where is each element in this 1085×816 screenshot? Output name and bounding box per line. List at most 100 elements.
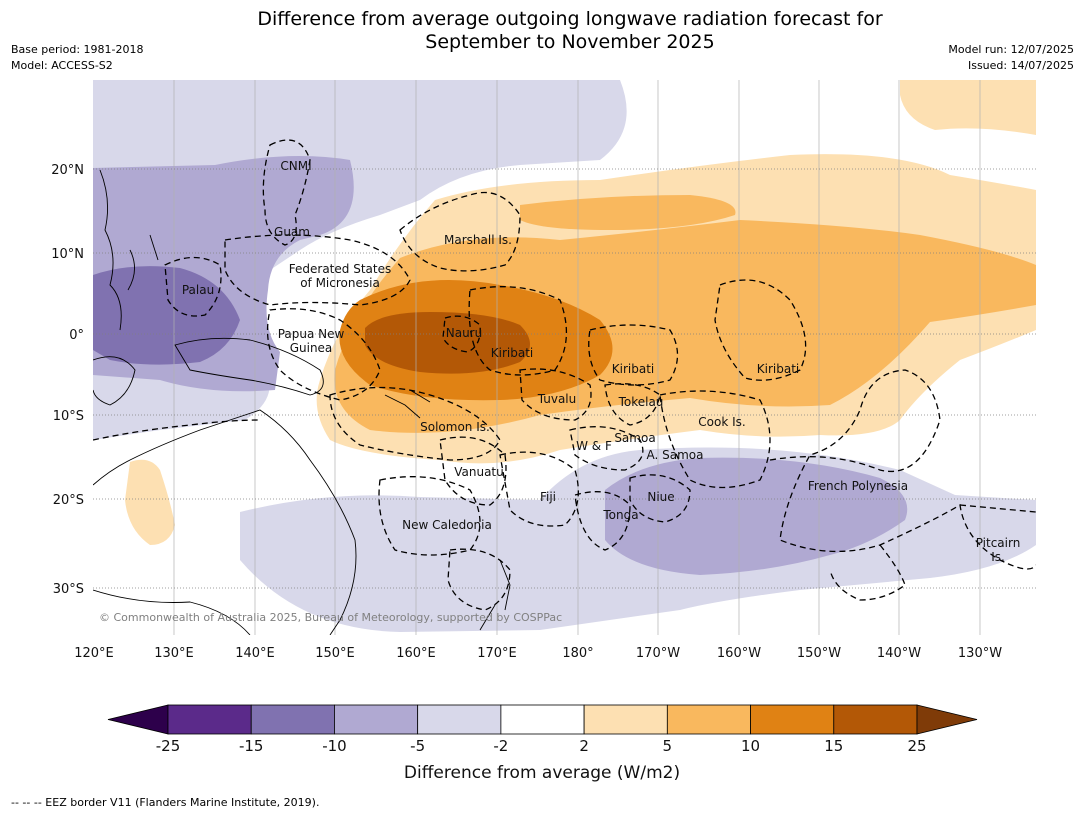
label-vanuatu: Vanuatu xyxy=(454,465,504,479)
map-panel: CNMI Guam Marshall Is. Federated States … xyxy=(93,80,1036,635)
lon-label-130e: 130°E xyxy=(154,646,194,661)
solomon-islands-coast xyxy=(384,389,431,419)
lon-label-160w: 160°W xyxy=(717,646,761,661)
colorbar-tick-label: -15 xyxy=(239,737,264,755)
title-line-2: September to November 2025 xyxy=(425,31,715,53)
lon-label-140e: 140°E xyxy=(235,646,275,661)
eez-palau xyxy=(164,256,222,317)
label-niue: Niue xyxy=(647,490,674,504)
lat-label-0: 0° xyxy=(69,328,84,343)
issued-date: Issued: 14/07/2025 xyxy=(967,59,1074,72)
label-tokelau: Tokelau xyxy=(618,395,664,409)
eez-tonga xyxy=(574,491,631,551)
region-labels: CNMI Guam Marshall Is. Federated States … xyxy=(182,159,1020,564)
label-fiji: Fiji xyxy=(540,490,556,504)
eez-borders xyxy=(93,139,1036,611)
label-kiribati-line: Kiribati xyxy=(757,362,799,376)
meta-left: Base period: 1981-2018 Model: ACCESS-S2 xyxy=(11,42,143,74)
eez-new-caledonia xyxy=(378,476,481,556)
eez-wallis-samoa xyxy=(569,426,644,471)
label-nauru: Nauru xyxy=(446,326,482,340)
base-period: Base period: 1981-2018 xyxy=(11,43,144,56)
eez-kiribati-line xyxy=(714,279,807,381)
title-line-1: Difference from average outgoing longwav… xyxy=(257,8,883,30)
australia-coast xyxy=(93,409,357,635)
label-pitcairn-line1: Pitcairn xyxy=(976,536,1021,550)
colorbar-tick-label: 5 xyxy=(663,737,673,755)
label-guam: Guam xyxy=(274,225,310,239)
label-palau: Palau xyxy=(182,283,214,297)
colorbar-segment xyxy=(833,704,918,735)
eez-fiji xyxy=(499,451,579,527)
lon-label-180: 180° xyxy=(562,646,593,661)
model-run: Model run: 12/07/2025 xyxy=(948,43,1074,56)
eez-east-boundary xyxy=(959,504,1036,513)
label-micronesia-line2: of Micronesia xyxy=(300,276,380,290)
lon-label-160e: 160°E xyxy=(396,646,436,661)
map-title: Difference from average outgoing longwav… xyxy=(140,8,1000,54)
colorbar-tick-label: -2 xyxy=(493,737,508,755)
eez-pitcairn xyxy=(829,544,906,601)
eez-png xyxy=(266,308,381,401)
label-pitcairn-line2: Is. xyxy=(991,550,1005,564)
model-name: Model: ACCESS-S2 xyxy=(11,59,113,72)
anomaly-mid-purple-south xyxy=(605,457,908,575)
label-micronesia-line1: Federated States xyxy=(289,262,391,276)
lat-label-10n: 10°N xyxy=(51,247,84,262)
footnote-eez-border: -- -- -- EEZ border V11 (Flanders Marine… xyxy=(11,796,320,809)
colorbar-tick-label: -10 xyxy=(322,737,347,755)
eez-micronesia xyxy=(224,234,411,306)
colorbar-segment xyxy=(583,704,668,735)
lon-label-150e: 150°E xyxy=(315,646,355,661)
eez-tuvalu xyxy=(519,368,592,421)
philippines-coast xyxy=(99,169,159,331)
lon-label-130w: 130°W xyxy=(958,646,1002,661)
lat-label-30s: 30°S xyxy=(53,582,84,597)
eez-vanuatu xyxy=(439,436,507,506)
colorbar-legend: -25 -15 -10 -5 -2 2 5 10 15 25 Difference from av… xyxy=(107,704,978,783)
new-zealand-coast xyxy=(479,559,511,631)
colorbar-tick-label: 25 xyxy=(907,737,926,755)
label-png-line2: Guinea xyxy=(290,341,333,355)
eez-niue xyxy=(629,474,691,523)
colorbar-segment xyxy=(250,704,335,735)
anomaly-light-orange-north xyxy=(520,195,736,230)
label-tonga: Tonga xyxy=(602,508,638,522)
colorbar-segment xyxy=(167,704,252,735)
eez-norfolk xyxy=(447,548,511,611)
colorbar-segment xyxy=(500,704,585,735)
colorbar-segment xyxy=(417,704,502,735)
label-wallis-futuna: W & F xyxy=(576,439,612,453)
copyright-notice: © Commonwealth of Australia 2025, Bureau… xyxy=(99,611,562,624)
lat-label-20s: 20°S xyxy=(53,493,84,508)
eez-cook xyxy=(659,390,771,489)
lon-label-170e: 170°E xyxy=(477,646,517,661)
label-cook-islands: Cook Is. xyxy=(698,415,745,429)
borneo-coast xyxy=(93,356,136,406)
longitude-labels: 120°E 130°E 140°E 150°E 160°E 170°E 180°… xyxy=(74,646,1002,661)
label-marshall-islands: Marshall Is. xyxy=(444,233,512,247)
colorbar-tick-labels: -25 -15 -10 -5 -2 2 5 10 15 25 xyxy=(156,737,927,755)
label-kiribati-gilbert: Kiribati xyxy=(491,346,533,360)
colorbar-tick-label: 2 xyxy=(579,737,589,755)
eez-cnmi-guam xyxy=(262,139,311,246)
anomaly-pale-orange-australia xyxy=(125,459,175,545)
colorbar-segments xyxy=(167,704,918,735)
new-guinea-coast xyxy=(174,337,324,396)
meta-right: Model run: 12/07/2025 Issued: 14/07/2025 xyxy=(948,42,1074,74)
eez-tokelau xyxy=(604,383,661,426)
colorbar-tick-label: -25 xyxy=(156,737,181,755)
eez-kiribati-gilbert xyxy=(468,286,568,376)
eez-kiribati-phoenix xyxy=(588,324,679,386)
anomaly-pale-orange-ne xyxy=(900,80,1036,135)
graticule xyxy=(93,80,1036,635)
label-american-samoa: A. Samoa xyxy=(647,448,704,462)
label-png-line1: Papua New xyxy=(278,327,345,341)
anomaly-deep-purple xyxy=(93,266,240,365)
label-kiribati-phoenix: Kiribati xyxy=(612,362,654,376)
lat-label-10s: 10°S xyxy=(53,409,84,424)
latitude-labels: 20°N 10°N 0° 10°S 20°S 30°S xyxy=(51,163,84,597)
lon-label-170w: 170°W xyxy=(636,646,680,661)
colorbar-segment xyxy=(334,704,419,735)
